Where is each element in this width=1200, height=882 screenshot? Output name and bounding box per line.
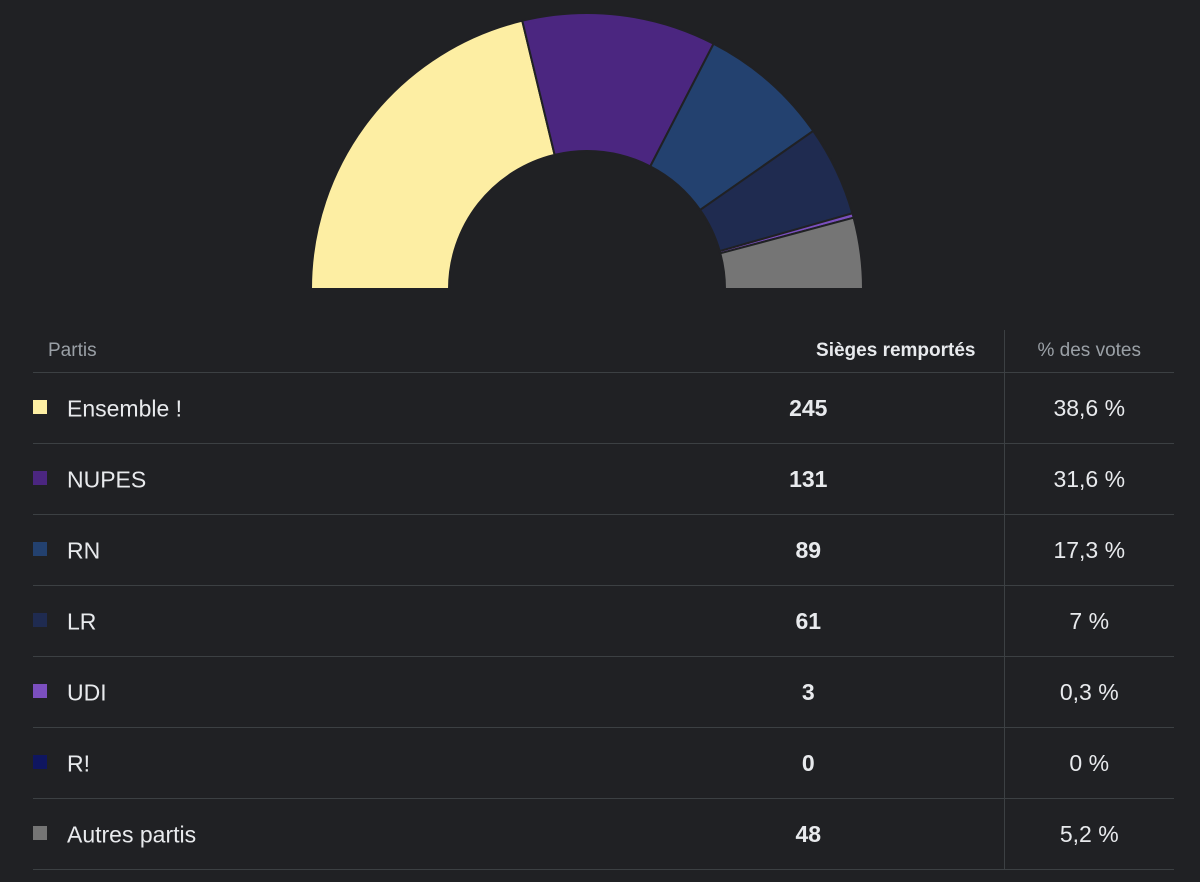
table-row: Ensemble ! 245 38,6 % xyxy=(33,372,1174,444)
seats-value: 131 xyxy=(613,443,1005,515)
seats-value: 48 xyxy=(613,798,1005,870)
vote-percent-value: 5,2 % xyxy=(1004,798,1174,870)
party-cell: R! xyxy=(33,727,613,799)
header-votes[interactable]: % des votes xyxy=(1004,330,1174,373)
results-table: Partis Sièges remportés % des votes Ense… xyxy=(33,330,1174,870)
party-name: UDI xyxy=(67,679,107,706)
seats-value: 61 xyxy=(613,585,1005,657)
table-row: Autres partis 48 5,2 % xyxy=(33,798,1174,870)
party-cell: RN xyxy=(33,514,613,586)
vote-percent-value: 17,3 % xyxy=(1004,514,1174,586)
party-color-swatch xyxy=(33,754,47,769)
party-cell: UDI xyxy=(33,656,613,728)
vote-percent-value: 38,6 % xyxy=(1004,372,1174,444)
vote-percent-value: 31,6 % xyxy=(1004,443,1174,515)
party-color-swatch xyxy=(33,541,47,556)
party-color-swatch xyxy=(33,470,47,485)
party-name: LR xyxy=(67,608,97,635)
header-parties[interactable]: Partis xyxy=(33,330,613,373)
vote-percent-value: 0 % xyxy=(1004,727,1174,799)
party-name: R! xyxy=(67,750,90,777)
party-cell: NUPES xyxy=(33,443,613,515)
table-row: R! 0 0 % xyxy=(33,727,1174,799)
party-name: Autres partis xyxy=(67,821,197,848)
vote-percent-value: 7 % xyxy=(1004,585,1174,657)
party-name: RN xyxy=(67,537,101,564)
header-seats[interactable]: Sièges remportés xyxy=(613,330,1005,373)
table-row: RN 89 17,3 % xyxy=(33,514,1174,586)
party-color-swatch xyxy=(33,399,47,414)
party-color-swatch xyxy=(33,825,47,840)
table-header-row: Partis Sièges remportés % des votes xyxy=(33,330,1174,373)
party-cell: Ensemble ! xyxy=(33,372,613,444)
seats-value: 3 xyxy=(613,656,1005,728)
hemicycle-segment-ensemble[interactable] xyxy=(309,19,556,290)
party-cell: Autres partis xyxy=(33,798,613,870)
party-name: Ensemble ! xyxy=(67,395,183,422)
hemicycle-chart xyxy=(309,12,865,290)
party-color-swatch xyxy=(33,683,47,698)
seats-value: 89 xyxy=(613,514,1005,586)
table-row: LR 61 7 % xyxy=(33,585,1174,657)
party-name: NUPES xyxy=(67,466,147,493)
vote-percent-value: 0,3 % xyxy=(1004,656,1174,728)
seats-value: 245 xyxy=(613,372,1005,444)
hemicycle-segment-autres-partis[interactable] xyxy=(719,216,865,290)
party-cell: LR xyxy=(33,585,613,657)
seats-value: 0 xyxy=(613,727,1005,799)
table-row: NUPES 131 31,6 % xyxy=(33,443,1174,515)
party-color-swatch xyxy=(33,612,47,627)
table-row: UDI 3 0,3 % xyxy=(33,656,1174,728)
